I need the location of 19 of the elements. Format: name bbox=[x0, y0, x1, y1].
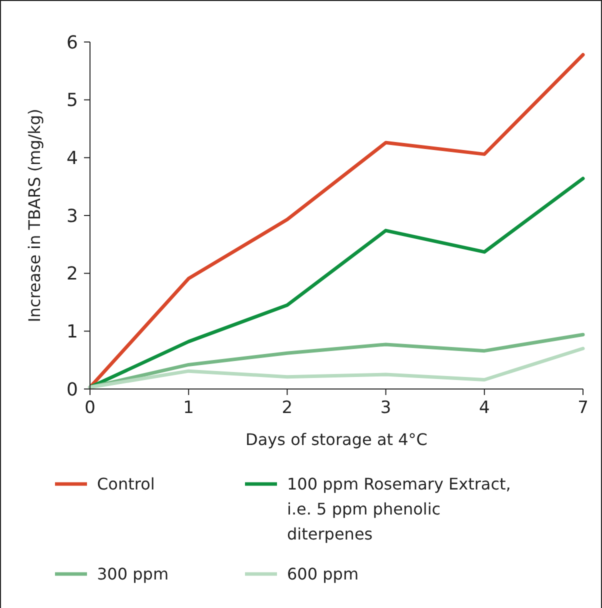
y-tick-label: 1 bbox=[66, 321, 78, 342]
legend-label: 600 ppm bbox=[287, 564, 359, 584]
x-tick-label: 1 bbox=[183, 398, 194, 418]
x-tick-label: 2 bbox=[282, 398, 293, 418]
legend-label: 100 ppm Rosemary Extract, i.e. 5 ppm phenolic diterpenes bbox=[287, 474, 511, 544]
y-tick-label: 2 bbox=[66, 264, 78, 285]
x-tick-label: 7 bbox=[578, 398, 588, 418]
x-tick-label: 0 bbox=[84, 398, 96, 418]
x-axis-title: Days of storage at 4°C bbox=[246, 430, 428, 449]
x-tick-label: 4 bbox=[478, 398, 490, 418]
legend-label: Control bbox=[97, 474, 155, 494]
x-tick-label: 3 bbox=[380, 398, 392, 418]
y-axis-title: Increase in TBARS (mg/kg) bbox=[25, 108, 44, 322]
y-tick-label: 4 bbox=[66, 148, 78, 169]
legend-label: 300 ppm bbox=[97, 564, 169, 584]
y-tick-label: 5 bbox=[66, 90, 78, 112]
y-tick-label: 0 bbox=[66, 379, 78, 400]
y-tick-label: 6 bbox=[66, 32, 78, 54]
y-tick-label: 3 bbox=[66, 206, 78, 227]
